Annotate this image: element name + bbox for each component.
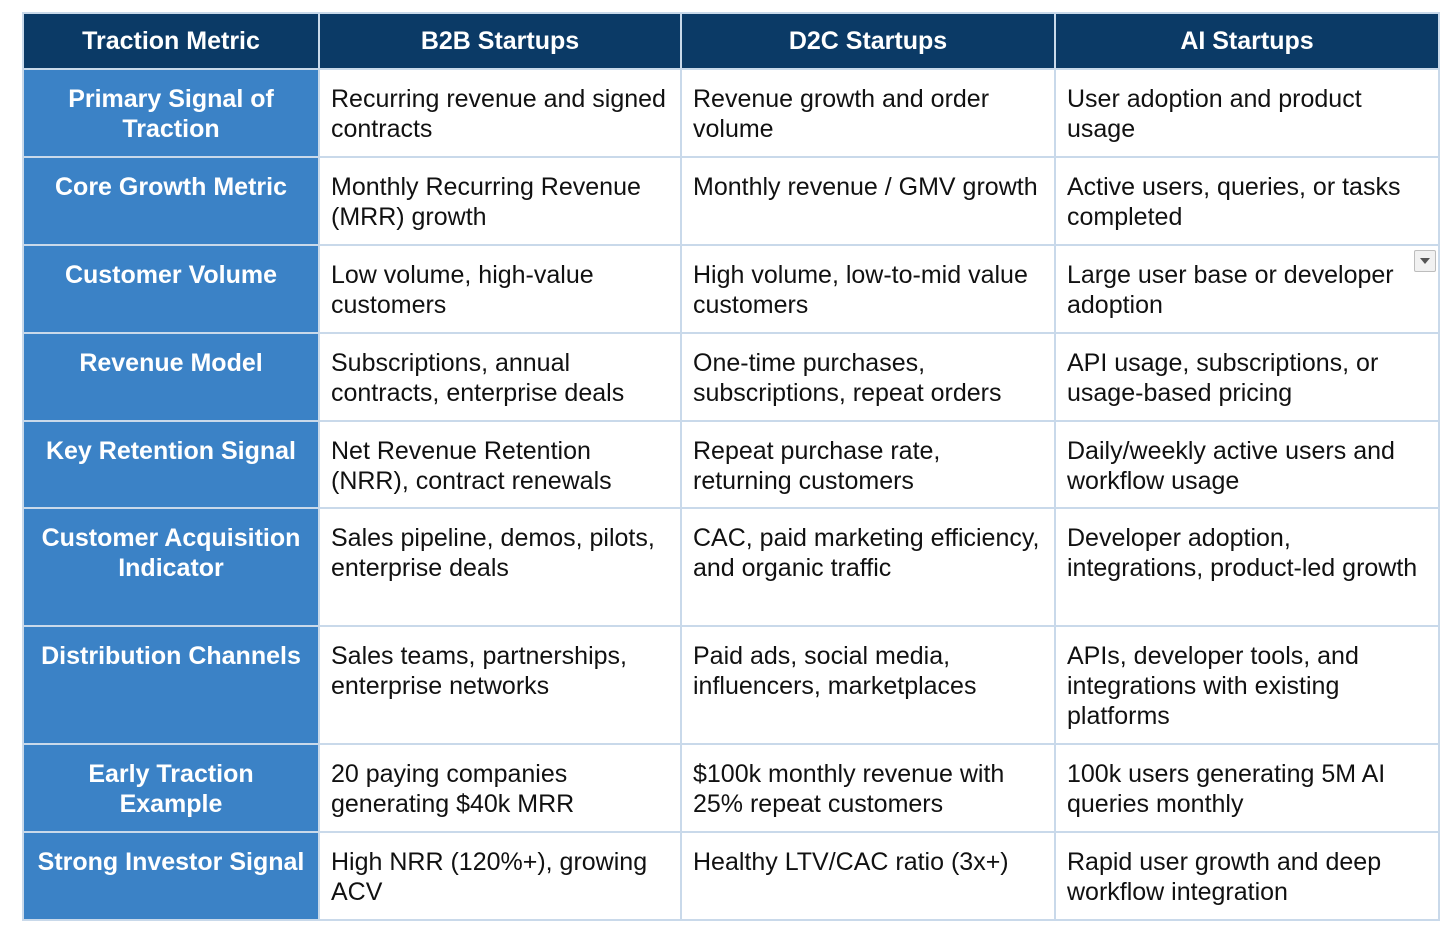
row-header-cell: Customer Volume — [22, 244, 320, 334]
ai-cell-text: Large user base or developer adoption — [1067, 261, 1394, 319]
b2b-cell: High NRR (120%+), growing ACV — [318, 831, 682, 921]
ai-cell: API usage, subscriptions, or usage-based… — [1054, 332, 1440, 422]
b2b-cell: Sales teams, partnerships, enterprise ne… — [318, 625, 682, 745]
d2c-cell: Paid ads, social media, influencers, mar… — [680, 625, 1056, 745]
column-header-metric: Traction Metric — [22, 12, 320, 70]
d2c-cell: Healthy LTV/CAC ratio (3x+) — [680, 831, 1056, 921]
ai-cell: User adoption and product usage — [1054, 68, 1440, 158]
table-row: Core Growth Metric Monthly Recurring Rev… — [22, 156, 1440, 246]
d2c-cell: CAC, paid marketing efficiency, and orga… — [680, 507, 1056, 627]
ai-cell: Developer adoption, integrations, produc… — [1054, 507, 1440, 627]
table-row: Customer Acquisition Indicator Sales pip… — [22, 507, 1440, 627]
b2b-cell: 20 paying companies generating $40k MRR — [318, 743, 682, 833]
row-header-cell: Revenue Model — [22, 332, 320, 422]
table-row: Primary Signal of Traction Recurring rev… — [22, 68, 1440, 158]
ai-cell: APIs, developer tools, and integrations … — [1054, 625, 1440, 745]
ai-cell: Daily/weekly active users and workflow u… — [1054, 420, 1440, 509]
table-row: Strong Investor Signal High NRR (120%+),… — [22, 831, 1440, 921]
table-row: Key Retention Signal Net Revenue Retenti… — [22, 420, 1440, 509]
traction-comparison-table: Traction Metric B2B Startups D2C Startup… — [22, 12, 1440, 921]
d2c-cell: Repeat purchase rate, returning customer… — [680, 420, 1056, 509]
row-header-cell: Primary Signal of Traction — [22, 68, 320, 158]
b2b-cell: Sales pipeline, demos, pilots, enterpris… — [318, 507, 682, 627]
b2b-cell: Recurring revenue and signed contracts — [318, 68, 682, 158]
b2b-cell: Subscriptions, annual contracts, enterpr… — [318, 332, 682, 422]
row-header-cell: Key Retention Signal — [22, 420, 320, 509]
ai-cell: 100k users generating 5M AI queries mont… — [1054, 743, 1440, 833]
header-row: Traction Metric B2B Startups D2C Startup… — [22, 12, 1440, 70]
row-header-cell: Core Growth Metric — [22, 156, 320, 246]
row-header-cell: Strong Investor Signal — [22, 831, 320, 921]
row-header-cell: Distribution Channels — [22, 625, 320, 745]
d2c-cell: $100k monthly revenue with 25% repeat cu… — [680, 743, 1056, 833]
chevron-down-icon — [1420, 258, 1430, 264]
ai-cell: Rapid user growth and deep workflow inte… — [1054, 831, 1440, 921]
cell-dropdown-button[interactable] — [1414, 250, 1436, 272]
ai-cell: Large user base or developer adoption — [1054, 244, 1440, 334]
d2c-cell: Revenue growth and order volume — [680, 68, 1056, 158]
b2b-cell: Monthly Recurring Revenue (MRR) growth — [318, 156, 682, 246]
d2c-cell: High volume, low-to-mid value customers — [680, 244, 1056, 334]
b2b-cell: Net Revenue Retention (NRR), contract re… — [318, 420, 682, 509]
column-header-d2c: D2C Startups — [680, 12, 1056, 70]
column-header-ai: AI Startups — [1054, 12, 1440, 70]
ai-cell: Active users, queries, or tasks complete… — [1054, 156, 1440, 246]
d2c-cell: One-time purchases, subscriptions, repea… — [680, 332, 1056, 422]
b2b-cell: Low volume, high-value customers — [318, 244, 682, 334]
table-row: Early Traction Example 20 paying compani… — [22, 743, 1440, 833]
row-header-cell: Early Traction Example — [22, 743, 320, 833]
table-row: Distribution Channels Sales teams, partn… — [22, 625, 1440, 745]
table-row: Revenue Model Subscriptions, annual cont… — [22, 332, 1440, 422]
column-header-b2b: B2B Startups — [318, 12, 682, 70]
table-row: Customer Volume Low volume, high-value c… — [22, 244, 1440, 334]
row-header-cell: Customer Acquisition Indicator — [22, 507, 320, 627]
comparison-table-container: Traction Metric B2B Startups D2C Startup… — [22, 12, 1440, 921]
d2c-cell: Monthly revenue / GMV growth — [680, 156, 1056, 246]
